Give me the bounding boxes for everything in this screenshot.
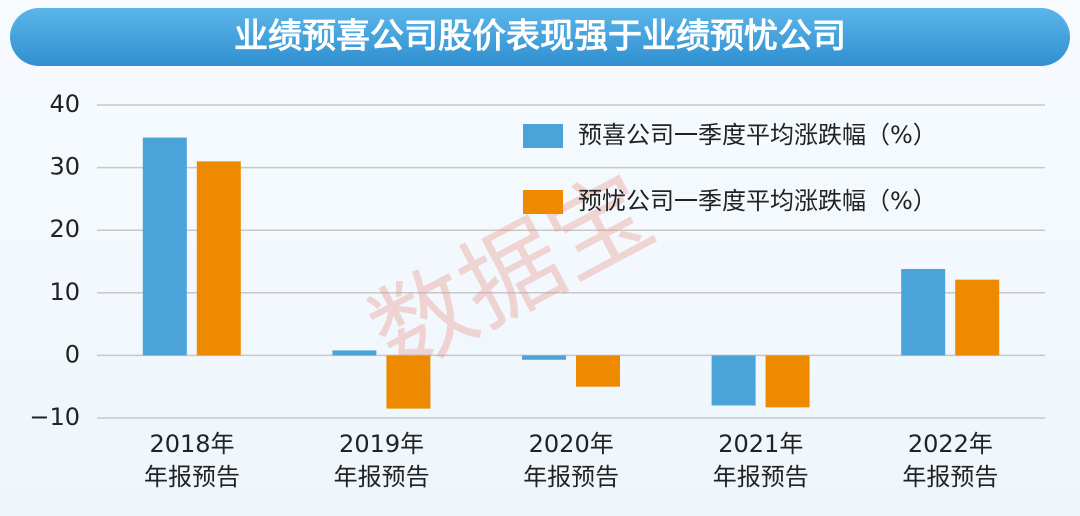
x-tick-label: 2020年 年报预告 [523,430,620,491]
x-tick-label: 2022年 年报预告 [902,430,999,491]
y-tick-label: 30 [49,153,80,181]
legend-swatch [523,124,563,148]
legend-swatch [523,190,563,214]
bar [522,355,566,360]
bar [765,355,810,408]
legend-label: 预喜公司一季度平均涨跌幅（%） [578,121,937,149]
bar [955,279,1000,356]
x-tick-label: 2021年 年报预告 [712,430,809,491]
legend-label: 预忧公司一季度平均涨跌幅（%） [578,187,937,215]
x-tick-label: 2018年 年报预告 [144,430,240,491]
y-tick-label: 0 [65,340,80,368]
chart-title: 业绩预喜公司股价表现强于业绩预忧公司 [234,17,846,57]
bar [711,355,756,406]
bar [901,269,946,356]
y-tick-label: 20 [49,215,80,243]
y-tick-label: 40 [49,90,80,118]
x-tick-label: 2019年 年报预告 [333,430,430,491]
bar [576,355,620,387]
bar [196,161,241,356]
bar [332,350,377,356]
title-banner [10,8,1070,66]
y-tick-label: 10 [49,278,80,306]
y-tick-label: −10 [29,403,80,431]
bar [142,137,187,356]
bar [386,355,431,409]
